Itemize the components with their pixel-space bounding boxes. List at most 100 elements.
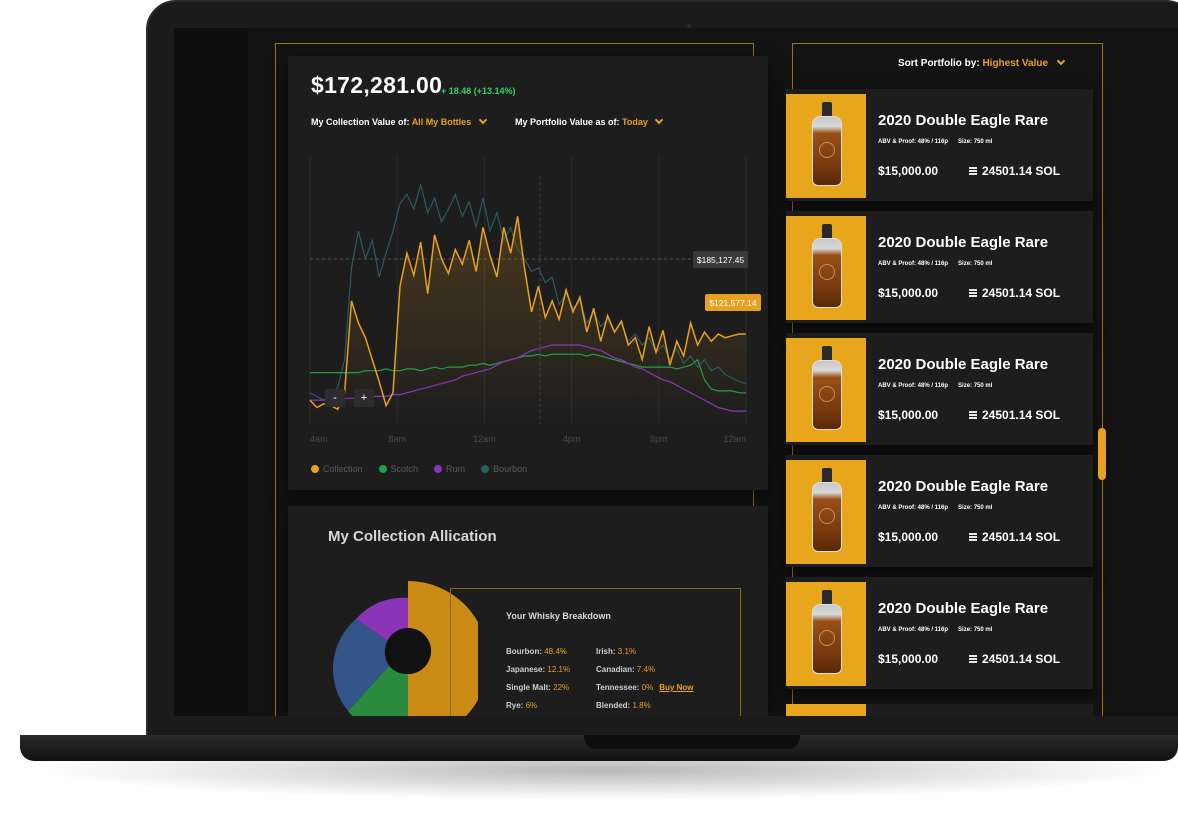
bottle-name: 2020 Double Eagle Rare [878,356,1049,373]
solana-icon [969,289,977,297]
zoom-out-button[interactable]: - [325,389,345,407]
asof-selector-label: My Portfolio Value as of: [515,117,620,127]
asof-selector-value: Today [622,117,648,127]
sort-value: Highest Value [982,58,1049,69]
bottle-sol-price: 24501.14 SOL [969,652,1060,666]
bottle-card-partial[interactable] [786,704,1093,716]
bottle-card-3[interactable]: 2020 Double Eagle Rare ABV & Proof: 48% … [786,333,1093,445]
bottle-usd-price: $15,000.00 [878,408,939,422]
bottle-cap [822,346,832,362]
bottle-card-5[interactable]: 2020 Double Eagle Rare ABV & Proof: 48% … [786,577,1093,689]
bottle-emblem-icon [819,508,835,524]
portfolio-total-value: $172,281.00 [311,72,443,98]
sort-dropdown[interactable]: Sort Portfolio by: Highest Value [898,56,1066,69]
bottle-thumbnail [786,94,866,198]
bottle-size: Size: 750 ml [958,261,993,267]
asof-selector[interactable]: My Portfolio Value as of: Today [515,115,664,127]
x-tick-label: 8pm [650,434,668,444]
bottle-size: Size: 750 ml [958,383,993,389]
legend-dot-icon [481,465,490,473]
portfolio-change: + 18.48 (+13.14%) [441,86,516,96]
tooltip-current-value-bg [705,294,761,311]
bottle-cap [822,102,832,118]
breakdown-row-single-malt: Single Malt: 22% [506,683,570,692]
sort-label: Sort Portfolio by: [898,58,980,69]
bottle-emblem-icon [819,386,835,402]
solana-icon [969,167,977,175]
bottle-thumbnail [786,582,866,686]
bottle-thumbnail [786,460,866,564]
series-line-collection [309,216,746,411]
legend-item-rum[interactable]: Rum [434,464,465,474]
bottle-sol-value: 24501.14 SOL [982,164,1061,178]
bottle-usd-price: $15,000.00 [878,164,939,178]
bottle-meta: ABV & Proof: 48% / 116p Size: 750 ml [878,139,1002,145]
solana-icon [969,533,977,541]
x-tick-label: 4pm [563,434,581,444]
bottle-sol-price: 24501.14 SOL [969,164,1060,178]
bottle-sol-price: 24501.14 SOL [969,286,1060,300]
buy-now-link[interactable]: Buy Now [659,683,694,692]
bottle-name: 2020 Double Eagle Rare [878,112,1049,129]
bottle-emblem-icon [819,264,835,280]
breakdown-row-blended: Blended: 1.8% [596,701,651,710]
bottle-abv: ABV & Proof: 48% / 116p [878,627,949,633]
bottle-meta: ABV & Proof: 48% / 116p Size: 750 ml [878,261,1002,267]
tooltip-peak-value-bg [693,251,748,268]
bottle-card-4[interactable]: 2020 Double Eagle Rare ABV & Proof: 48% … [786,455,1093,567]
bottle-thumbnail [786,338,866,442]
bottle-meta: ABV & Proof: 48% / 116p Size: 750 ml [878,505,1002,511]
bottle-name: 2020 Double Eagle Rare [878,234,1049,251]
bottle-abv: ABV & Proof: 48% / 116p [878,139,949,145]
zoom-in-button[interactable]: + [354,389,374,407]
scrollbar-thumb[interactable] [1098,428,1106,480]
x-tick-label: 4am [310,434,328,444]
series-line-scotch [310,353,746,394]
bottle-usd-price: $15,000.00 [878,530,939,544]
laptop-screen: $172,281.00 + 18.48 (+13.14%) My Collect… [174,28,1178,716]
legend-dot-icon [311,465,319,473]
x-tick-label: 8am [388,434,406,444]
bottle-emblem-icon [819,630,835,646]
donut-slice-bourbon[interactable] [408,581,478,716]
bottle-sol-value: 24501.14 SOL [982,530,1061,544]
bottle-thumbnail [786,216,866,320]
legend-item-collection[interactable]: Collection [311,464,363,474]
bottle-card-2[interactable]: 2020 Double Eagle Rare ABV & Proof: 48% … [786,211,1093,323]
allocation-donut-chart[interactable] [318,571,478,716]
portfolio-line-chart[interactable]: 4am 8am 12am 4pm 8pm 12am $185,127.45 $121,577.… [288,56,768,490]
bottle-name: 2020 Double Eagle Rare [878,600,1049,617]
legend-dot-icon [378,465,387,473]
donut-slice-rye[interactable] [356,597,408,641]
laptop-notch [584,735,800,749]
bottle-meta: ABV & Proof: 48% / 116p Size: 750 ml [878,383,1002,389]
tooltip-peak-value: $185,127.45 [697,255,745,265]
x-tick-label: 12am [473,434,496,444]
allocation-panel: My Collection Allication Your Whisky Bre… [288,506,768,716]
bottle-sol-price: 24501.14 SOL [969,530,1060,544]
allocation-title: My Collection Allication [328,528,497,545]
collection-selector[interactable]: My Collection Value of: All My Bottles [311,115,487,127]
bottle-size: Size: 750 ml [958,139,993,145]
collection-selector-value: All My Bottles [411,117,472,127]
bottle-cap [822,224,832,240]
donut-slice-japanese[interactable] [332,619,389,711]
chevron-down-icon [1056,56,1066,66]
legend-item-bourbon[interactable]: Bourbon [481,464,527,474]
legend-item-scotch[interactable]: Scotch [378,464,418,474]
collection-area [310,216,746,424]
bottle-name: 2020 Double Eagle Rare [878,478,1049,495]
collection-selector-label: My Collection Value of: [311,117,410,127]
bottle-size: Size: 750 ml [958,627,993,633]
portfolio-chart-panel: $172,281.00 + 18.48 (+13.14%) My Collect… [288,56,768,490]
bottle-abv: ABV & Proof: 48% / 116p [878,505,949,511]
breakdown-row-rye: Rye: 6% [506,701,538,710]
bottle-abv: ABV & Proof: 48% / 116p [878,261,949,267]
bottle-sol-value: 24501.14 SOL [982,286,1061,300]
tooltip-current-value: $121,577.14 [709,298,757,308]
bottle-card-1[interactable]: 2020 Double Eagle Rare ABV & Proof: 48% … [786,89,1093,201]
solana-icon [969,411,977,419]
donut-hole [385,628,431,674]
donut-slice-single-malt[interactable] [348,666,408,716]
